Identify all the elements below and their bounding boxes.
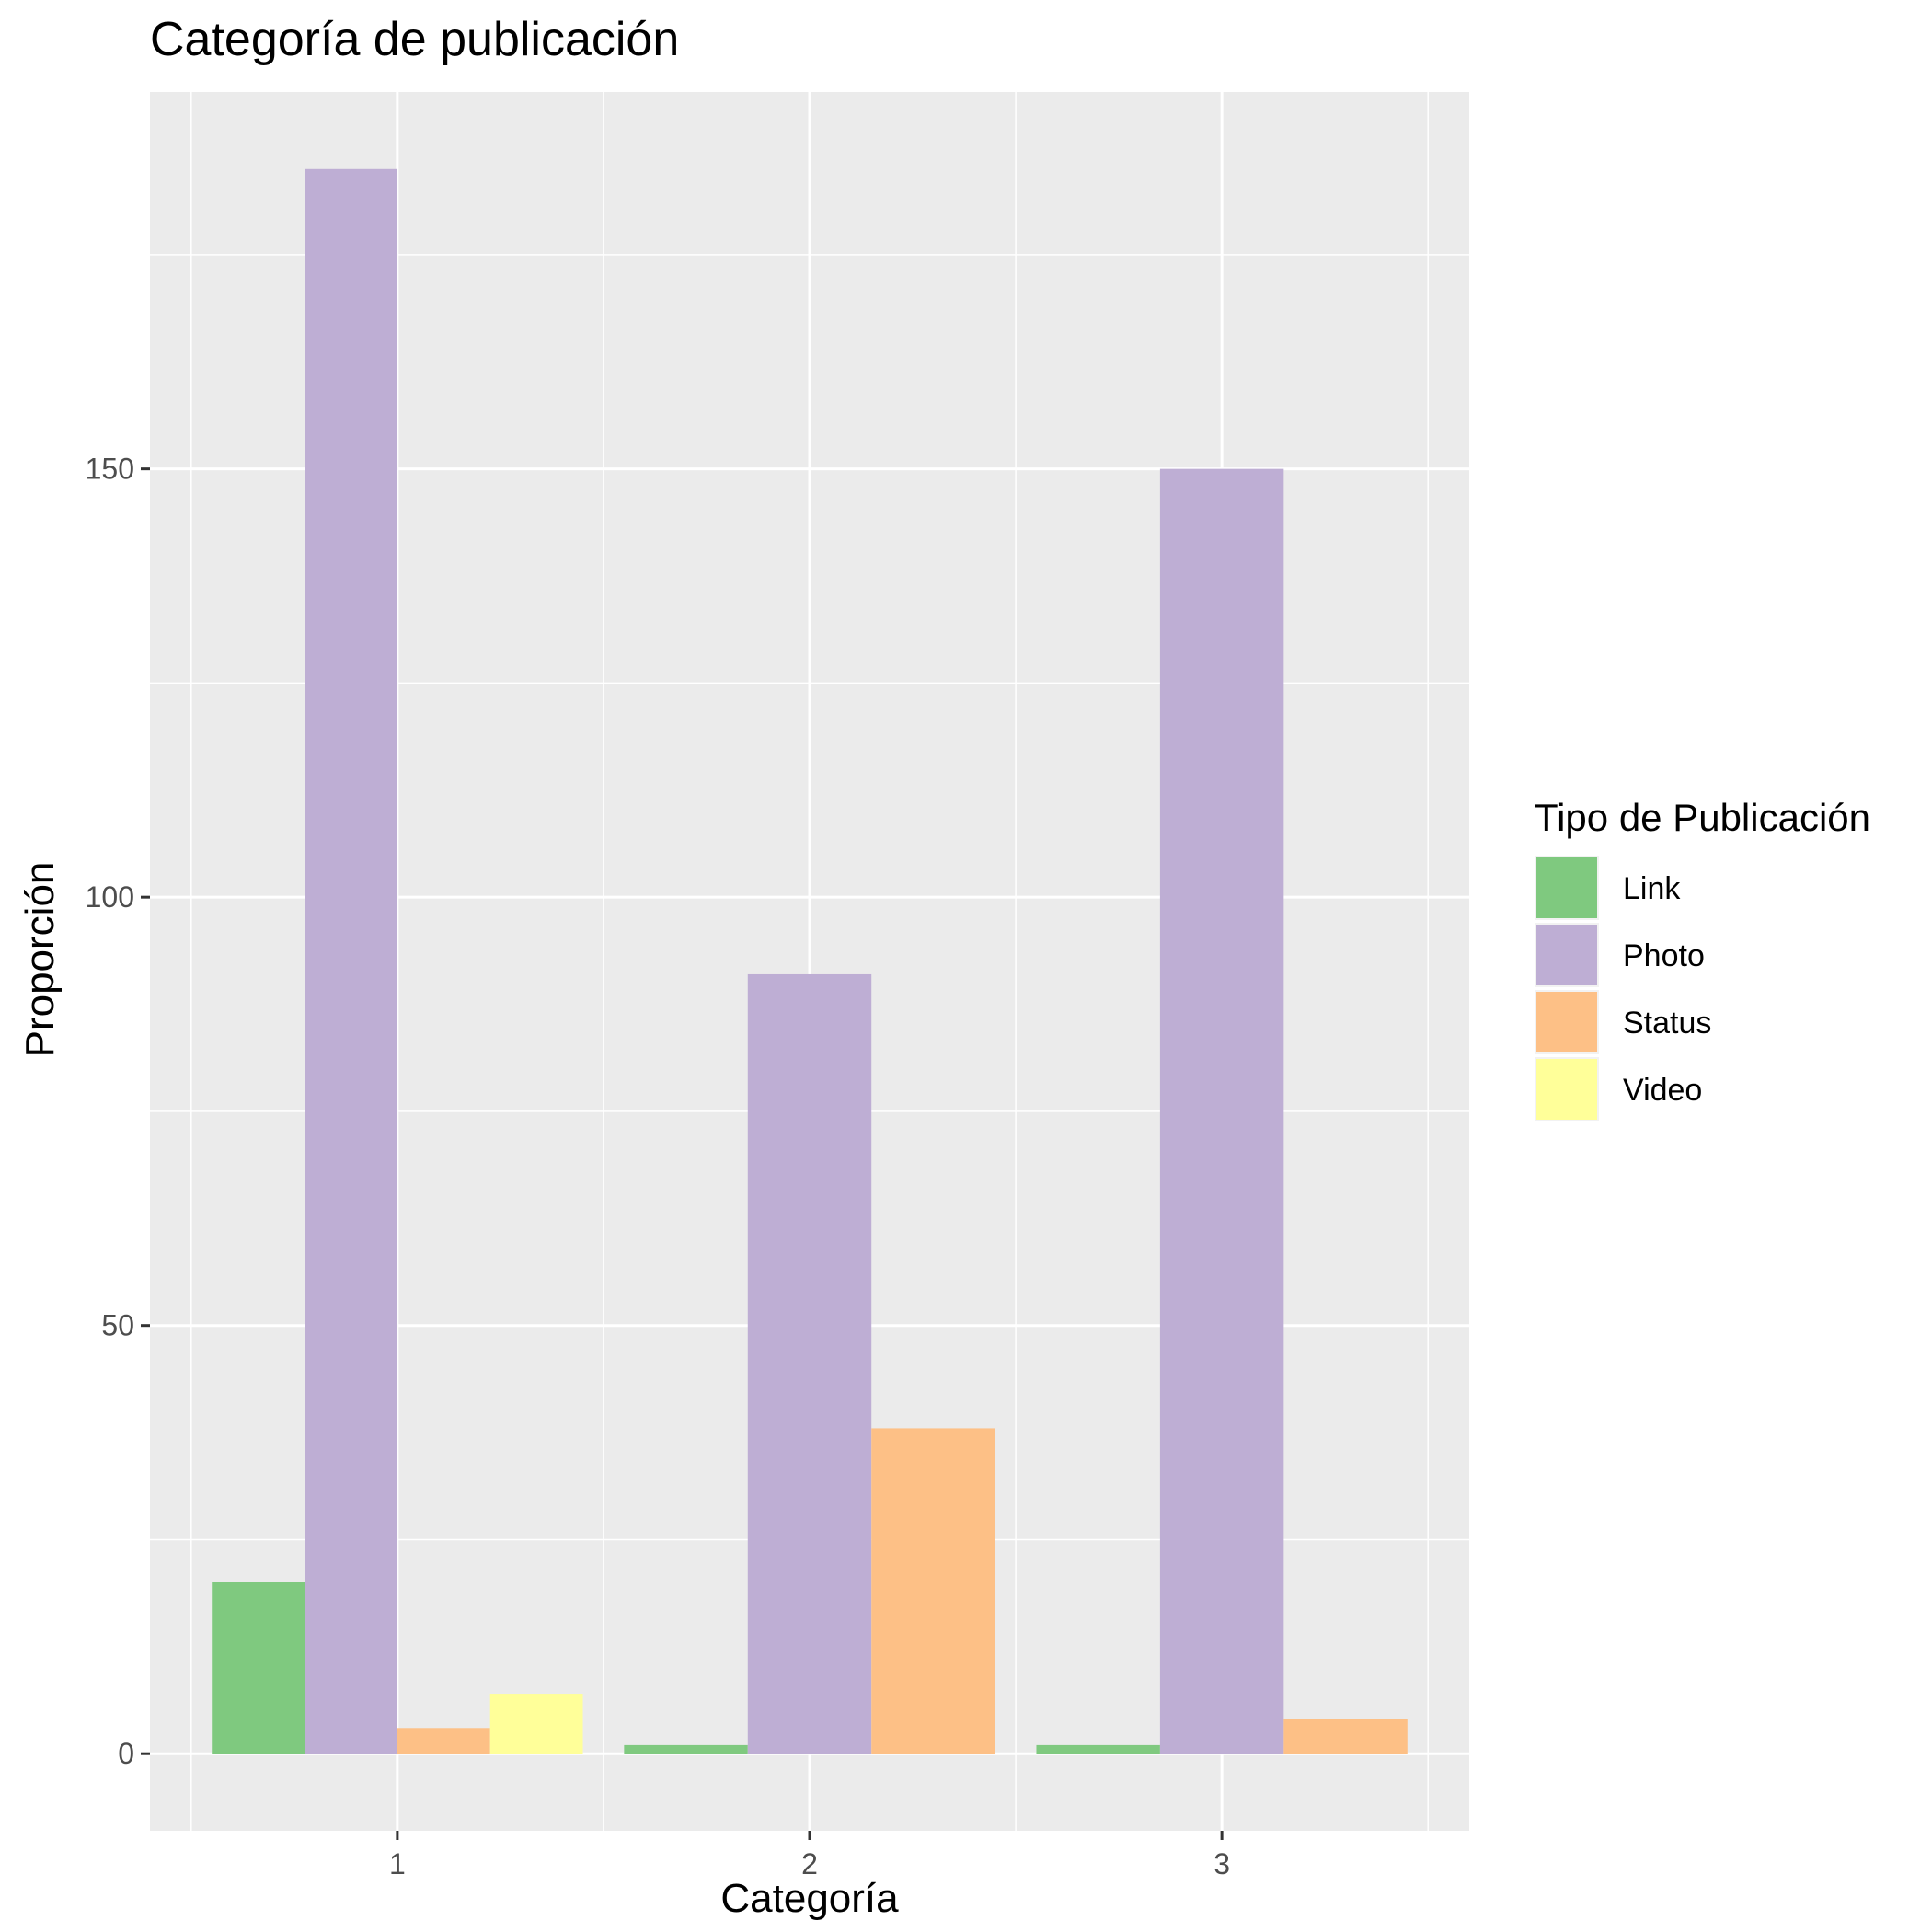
- bar-link-cat-3: [1036, 1744, 1160, 1754]
- bar-link-cat-2: [624, 1744, 748, 1754]
- bar-status-cat-1: [397, 1728, 490, 1754]
- y-axis: 0 50 100 150: [86, 453, 150, 1770]
- y-tick-label: 100: [86, 880, 134, 914]
- y-axis-title: Proporción: [17, 862, 63, 1058]
- bar-video-cat-1: [489, 1694, 583, 1754]
- x-tick-label: 2: [801, 1847, 818, 1880]
- x-axis-title: Categoría: [720, 1876, 899, 1921]
- x-tick-label: 3: [1213, 1847, 1230, 1880]
- y-tick-label: 0: [118, 1737, 134, 1770]
- legend-title: Tipo de Publicación: [1535, 796, 1870, 839]
- bars: [212, 168, 1408, 1754]
- y-tick-label: 50: [101, 1309, 134, 1342]
- legend-label-video: Video: [1623, 1073, 1702, 1108]
- legend-items: Link Photo Status Video: [1535, 856, 1711, 1121]
- y-tick-label: 150: [86, 453, 134, 486]
- bar-photo-cat-1: [305, 168, 397, 1754]
- legend: Tipo de Publicación Link Photo Status Video: [1535, 796, 1870, 1121]
- legend-label-photo: Photo: [1623, 938, 1705, 973]
- x-tick-label: 1: [389, 1847, 406, 1880]
- legend-key-video: [1536, 1059, 1597, 1120]
- bar-status-cat-3: [1283, 1719, 1408, 1754]
- bar-photo-cat-3: [1159, 468, 1284, 1754]
- bar-photo-cat-2: [747, 973, 872, 1754]
- legend-key-link: [1536, 857, 1597, 918]
- legend-key-status: [1536, 992, 1597, 1052]
- bar-status-cat-2: [871, 1428, 995, 1754]
- x-axis: 1 2 3: [389, 1831, 1230, 1880]
- legend-label-status: Status: [1623, 1006, 1711, 1041]
- bar-link-cat-1: [212, 1582, 305, 1754]
- legend-label-link: Link: [1623, 871, 1681, 906]
- legend-key-photo: [1536, 925, 1597, 985]
- chart-title: Categoría de publicación: [150, 13, 679, 66]
